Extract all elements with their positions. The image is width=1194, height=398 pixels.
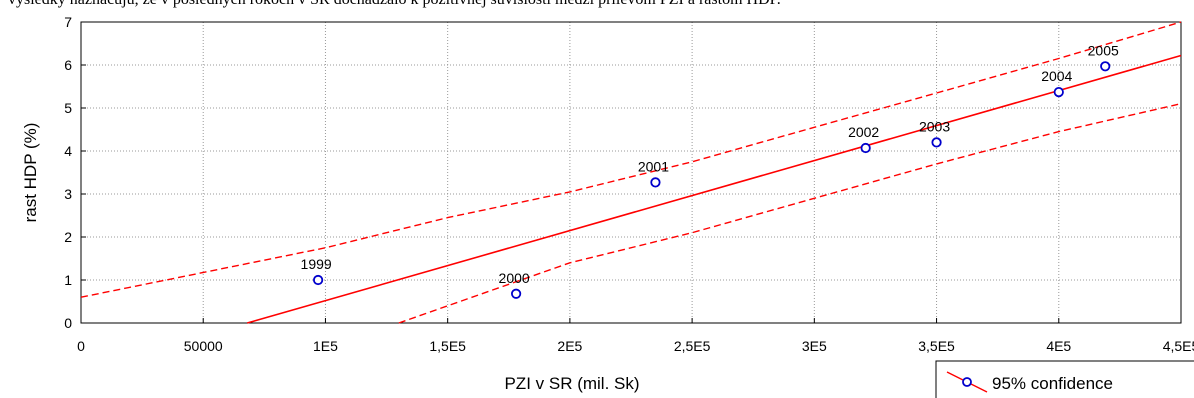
data-point: [511, 288, 522, 299]
data-point: [313, 274, 324, 286]
y-tick-label: 5: [64, 100, 72, 116]
data-point: [650, 177, 661, 188]
y-tick-label: 7: [64, 14, 72, 30]
x-axis-label: PZI v SR (mil. Sk): [504, 374, 639, 393]
confidence-bands: [80, 21, 1182, 324]
y-axis-label: rast HDP (%): [21, 123, 40, 223]
x-tick-label: 2E5: [557, 338, 582, 354]
y-tick-label: 1: [64, 272, 72, 288]
data-point-label: 2002: [848, 124, 879, 140]
x-tick-label: 3E5: [802, 338, 827, 354]
y-tick-label: 4: [64, 143, 72, 159]
confidence-upper-band: [80, 21, 1182, 298]
legend-marker: [962, 377, 972, 387]
x-tick-label: 4,5E5: [1163, 338, 1194, 354]
grid: [81, 22, 1181, 323]
axis-ticks: 0 50000 1E5 1,5E5 2E5 2,5E5 3E5 3,5E5 4E5 4,5E5 0 1…: [64, 14, 1194, 354]
data-points: 1999 2000 2001 2002 2003 2004 2005: [301, 42, 1119, 299]
legend-box: [935, 360, 1194, 398]
data-point: [860, 142, 871, 154]
x-tick-label: 50000: [184, 338, 223, 354]
data-point-label: 1999: [301, 256, 332, 272]
x-tick-label: 1E5: [313, 338, 338, 354]
plot-frame: [80, 21, 1182, 324]
regression-line: [247, 54, 1182, 324]
y-tick-label: 0: [64, 315, 72, 331]
data-point: [931, 137, 942, 148]
data-point-label: 2001: [638, 158, 669, 174]
x-tick-label: 0: [77, 338, 85, 354]
legend: 95% confidence: [935, 360, 1194, 398]
x-tick-label: 3,5E5: [918, 338, 955, 354]
data-point-label: 2005: [1088, 42, 1119, 58]
confidence-lower-band: [398, 103, 1182, 324]
data-point-label: 2000: [499, 270, 530, 286]
data-point: [1053, 86, 1064, 98]
x-tick-label: 4E5: [1046, 338, 1071, 354]
legend-label: 95% confidence: [992, 374, 1113, 393]
y-tick-label: 6: [64, 57, 72, 73]
y-tick-label: 2: [64, 229, 72, 245]
header-text-fragment: výsledky naznačujú, že v posledných roko…: [8, 0, 781, 9]
data-point-label: 2004: [1041, 68, 1072, 84]
x-tick-label: 1,5E5: [429, 338, 466, 354]
data-point-label: 2003: [919, 118, 950, 134]
data-point: [1100, 61, 1111, 72]
y-tick-label: 3: [64, 186, 72, 202]
x-tick-label: 2,5E5: [674, 338, 711, 354]
